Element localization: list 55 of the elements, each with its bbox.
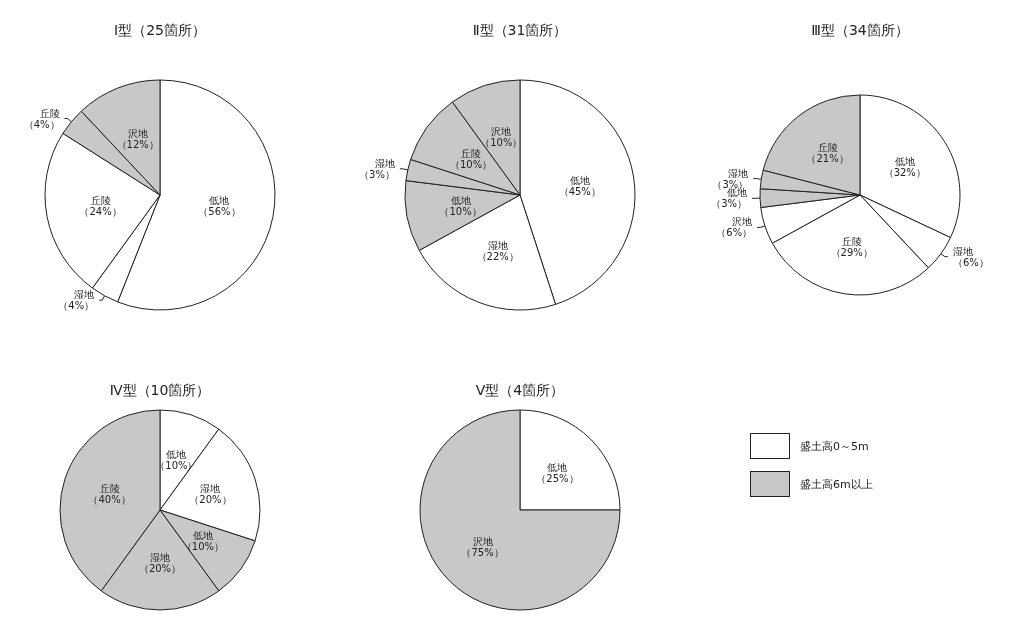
slice-label: 沢地 bbox=[732, 216, 753, 228]
data-label: （12%） bbox=[116, 138, 159, 150]
chart-title: Ⅱ型（31箇所） bbox=[472, 22, 568, 38]
slice-label: 湿地 bbox=[200, 482, 221, 494]
data-label: （40%） bbox=[88, 493, 131, 505]
slice-label: 低地 bbox=[192, 530, 213, 542]
slice-label: 沢地 bbox=[491, 126, 512, 138]
data-label: （21%） bbox=[806, 153, 849, 165]
slice-label: 丘陵 bbox=[39, 107, 60, 119]
chart-title: Ⅲ型（34箇所） bbox=[811, 22, 909, 38]
slice-label: 湿地 bbox=[952, 245, 973, 257]
chart-title: Ⅳ型（10箇所） bbox=[109, 382, 211, 398]
data-label: （24%） bbox=[79, 206, 122, 218]
slice-label: 湿地 bbox=[487, 240, 508, 252]
data-label: （22%） bbox=[476, 251, 519, 263]
data-label: （6%） bbox=[716, 227, 753, 239]
slice-label: 丘陵 bbox=[90, 195, 111, 207]
slice-label: 湿地 bbox=[728, 167, 749, 179]
data-label: （4%） bbox=[23, 118, 60, 130]
data-label: （75%） bbox=[461, 547, 504, 559]
slice-label: 低地 bbox=[450, 195, 471, 207]
slice-label: 湿地 bbox=[150, 552, 170, 563]
data-label: （32%） bbox=[883, 166, 926, 178]
data-label: （3%） bbox=[711, 198, 748, 210]
data-label: （20%） bbox=[138, 563, 182, 574]
slice-label: 低地 bbox=[894, 155, 915, 167]
slice-label: 丘陵 bbox=[841, 236, 862, 248]
legend-label: 盛土高0～5m bbox=[800, 438, 869, 454]
slice-label: 丘陵 bbox=[461, 148, 482, 160]
data-label: （45%） bbox=[558, 185, 601, 197]
data-label: （25%） bbox=[536, 472, 579, 484]
slice-label: 丘陵 bbox=[99, 482, 120, 494]
data-label: （56%） bbox=[198, 206, 241, 218]
data-label: （10%） bbox=[449, 159, 493, 171]
data-label: （20%） bbox=[189, 493, 232, 505]
data-label: （10%） bbox=[155, 459, 198, 471]
slice-label: 低地 bbox=[569, 174, 590, 186]
slice-label: 沢地 bbox=[472, 536, 493, 548]
slice-label: 低地 bbox=[166, 448, 187, 460]
slice-label: 湿地 bbox=[74, 289, 95, 301]
data-label: （10%） bbox=[439, 206, 482, 218]
data-label: （6%） bbox=[952, 256, 989, 268]
legend-label: 盛土高6m以上 bbox=[800, 476, 873, 492]
slice-label: 低地 bbox=[209, 195, 230, 207]
chart-title: Ⅰ型（25箇所） bbox=[114, 22, 206, 38]
slice-label: 湿地 bbox=[374, 157, 395, 169]
chart-title: Ⅴ型（4箇所） bbox=[475, 382, 565, 398]
data-label: （3%） bbox=[359, 168, 395, 180]
data-label: （29%） bbox=[830, 247, 873, 259]
data-label: （10%） bbox=[480, 137, 523, 149]
slice-label: 低地 bbox=[547, 461, 568, 473]
slice-label: 丘陵 bbox=[817, 142, 838, 154]
data-label: （4%） bbox=[58, 300, 95, 312]
data-label: （10%） bbox=[181, 541, 224, 553]
slice-label: 沢地 bbox=[127, 127, 148, 139]
